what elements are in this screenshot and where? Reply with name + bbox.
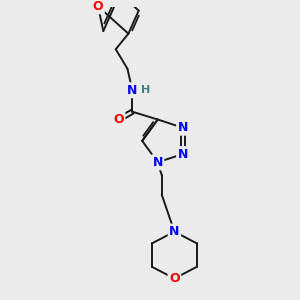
Text: N: N bbox=[152, 156, 163, 169]
Text: O: O bbox=[93, 0, 104, 13]
Text: N: N bbox=[178, 148, 188, 160]
Text: H: H bbox=[141, 85, 150, 95]
Text: N: N bbox=[178, 121, 188, 134]
Text: N: N bbox=[169, 225, 180, 238]
Text: O: O bbox=[169, 272, 180, 285]
Text: O: O bbox=[113, 113, 124, 126]
Text: N: N bbox=[127, 84, 137, 97]
